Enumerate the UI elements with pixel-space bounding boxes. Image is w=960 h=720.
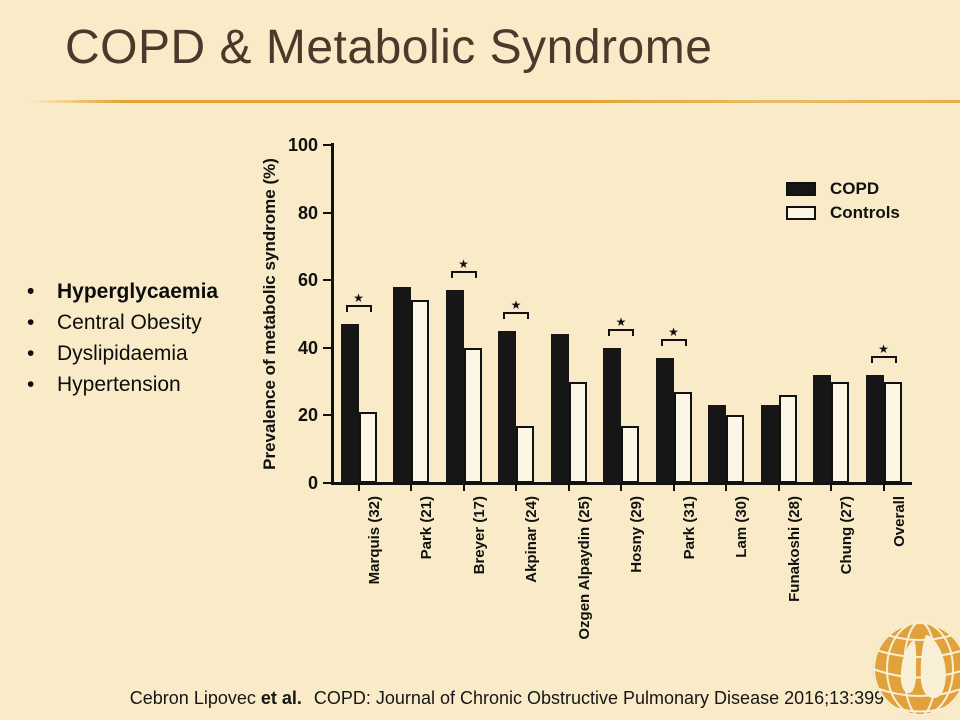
bar-controls bbox=[358, 412, 377, 483]
significance-bracket bbox=[345, 305, 372, 313]
title-divider bbox=[30, 100, 960, 103]
x-category-label: Breyer (17) bbox=[470, 496, 488, 575]
x-tick bbox=[567, 485, 570, 491]
bar-copd bbox=[760, 405, 779, 483]
bullet-text: Dyslipidaemia bbox=[57, 342, 188, 365]
y-tick-label: 100 bbox=[287, 135, 318, 155]
legend-swatch-controls bbox=[786, 206, 816, 220]
x-category-label: Ozgen Alpaydin (25) bbox=[575, 496, 593, 640]
x-category-label: Hosny (29) bbox=[628, 496, 645, 573]
bullet-list: Hyperglycaemia Central Obesity Dyslipida… bbox=[27, 276, 262, 400]
bullet-item: Hyperglycaemia bbox=[27, 276, 262, 307]
bar-controls bbox=[568, 381, 587, 483]
x-category-label: Lam (30) bbox=[733, 496, 750, 558]
bar-copd bbox=[550, 334, 569, 483]
bar-controls bbox=[621, 425, 639, 483]
citation-authors: Cebron Lipovec bbox=[129, 688, 256, 708]
legend-swatch-copd bbox=[786, 182, 816, 196]
x-tick bbox=[725, 485, 727, 491]
y-tick-label: 0 bbox=[307, 473, 318, 493]
x-category-label: Overall bbox=[890, 496, 908, 547]
significance-bracket bbox=[450, 271, 477, 279]
y-tick bbox=[323, 279, 331, 282]
y-tick-label: 20 bbox=[297, 405, 318, 426]
x-axis-line bbox=[331, 482, 912, 485]
legend-label-copd: COPD bbox=[830, 179, 880, 198]
bar-controls bbox=[411, 300, 429, 483]
x-tick bbox=[462, 485, 465, 491]
citation-etal: et al. bbox=[260, 688, 302, 708]
y-tick bbox=[323, 482, 331, 484]
bar-controls bbox=[516, 425, 534, 483]
y-axis-title: Prevalence of metabolic syndrome (%) bbox=[260, 158, 279, 470]
bar-copd bbox=[340, 324, 359, 483]
significance-bracket bbox=[660, 338, 687, 346]
significance-bracket bbox=[503, 311, 529, 319]
x-category-label: Akpinar (24) bbox=[523, 496, 540, 583]
significance-bracket bbox=[608, 328, 634, 336]
globe-lungs-logo bbox=[873, 622, 960, 716]
x-tick bbox=[882, 485, 885, 491]
bullet-text: Central Obesity bbox=[57, 311, 202, 334]
bar-copd bbox=[498, 330, 516, 483]
y-tick bbox=[323, 211, 331, 214]
bar-copd bbox=[708, 405, 726, 483]
x-category-label: Marquis (32) bbox=[365, 496, 383, 585]
citation: Cebron Lipovec et al. COPD: Journal of Chr… bbox=[0, 688, 960, 709]
bar-controls bbox=[778, 395, 797, 483]
x-tick bbox=[830, 485, 832, 491]
significance-star: ★ bbox=[353, 291, 364, 306]
significance-star: ★ bbox=[878, 341, 889, 356]
x-category-label: Park (21) bbox=[418, 496, 435, 560]
significance-star: ★ bbox=[668, 324, 679, 339]
x-category-label: Funakoshi (28) bbox=[785, 496, 803, 602]
x-category-label: Park (31) bbox=[680, 496, 698, 560]
bar-controls bbox=[673, 391, 692, 483]
significance-bracket bbox=[870, 355, 897, 363]
y-tick bbox=[323, 414, 331, 417]
bar-copd bbox=[445, 290, 464, 483]
x-tick bbox=[515, 485, 517, 491]
bar-controls bbox=[831, 381, 849, 483]
y-tick-label: 40 bbox=[297, 337, 318, 358]
significance-star: ★ bbox=[458, 257, 469, 272]
x-tick bbox=[410, 485, 412, 491]
bar-copd bbox=[655, 357, 674, 483]
bar-copd bbox=[813, 374, 831, 483]
page-title: COPD & Metabolic Syndrome bbox=[65, 21, 713, 74]
y-axis-line bbox=[331, 143, 334, 485]
bullet-text: Hypertension bbox=[57, 373, 181, 396]
bar-copd bbox=[865, 374, 884, 483]
citation-journal: COPD: Journal of Chronic Obstructive Pul… bbox=[313, 688, 921, 708]
significance-star: ★ bbox=[615, 314, 627, 329]
bullet-item: Dyslipidaemia bbox=[27, 338, 262, 369]
x-tick bbox=[672, 485, 675, 491]
x-category-label: Chung (27) bbox=[838, 496, 855, 575]
x-tick bbox=[620, 485, 622, 491]
y-tick-label: 60 bbox=[297, 270, 318, 291]
bar-copd bbox=[393, 286, 411, 483]
bar-controls bbox=[883, 381, 902, 483]
y-tick-label: 80 bbox=[297, 202, 318, 223]
bullet-item: Hypertension bbox=[27, 369, 262, 400]
bar-controls bbox=[463, 347, 482, 483]
legend-label-controls: Controls bbox=[830, 203, 900, 222]
x-tick bbox=[357, 485, 360, 491]
y-tick bbox=[323, 144, 331, 146]
y-tick bbox=[323, 346, 331, 349]
bullet-text: Hyperglycaemia bbox=[57, 280, 219, 303]
bar-copd bbox=[603, 347, 621, 483]
significance-star: ★ bbox=[510, 297, 522, 312]
x-tick bbox=[777, 485, 780, 491]
bar-controls bbox=[726, 415, 744, 483]
bullet-item: Central Obesity bbox=[27, 307, 262, 338]
